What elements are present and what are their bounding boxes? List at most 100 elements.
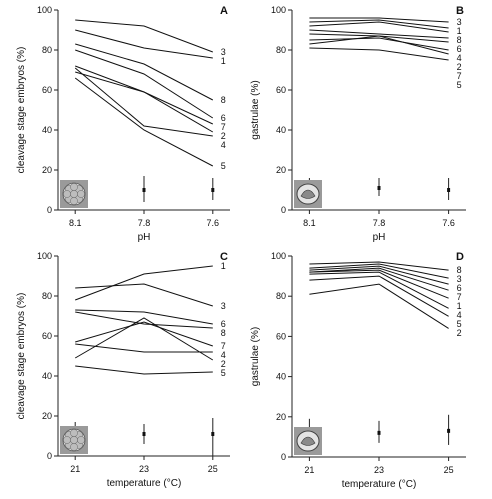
x-tick-label: 25 — [208, 464, 218, 474]
blastomere — [77, 436, 85, 444]
series-label: 4 — [221, 140, 226, 150]
series-line — [309, 263, 449, 279]
series-line — [309, 17, 449, 23]
x-tick-label: 8.1 — [69, 218, 82, 228]
series-line — [309, 37, 449, 51]
series-line — [75, 343, 213, 353]
y-tick-label: 20 — [276, 412, 286, 422]
blastomere — [63, 436, 71, 444]
x-axis-label: temperature (°C) — [342, 479, 417, 490]
series-label: 5 — [221, 161, 226, 171]
y-tick-label: 100 — [37, 251, 52, 261]
panel-a: 0 20 40 60 80 100 8.1 7.8 7.6 pH cleavage stage em… — [16, 5, 230, 243]
series-label: 6 — [221, 319, 226, 329]
series-line — [309, 19, 449, 29]
panel-label: D — [456, 251, 464, 263]
series-line — [75, 43, 214, 101]
panel-label: C — [220, 251, 228, 263]
panel-b: 0 20 40 60 80 100 8.1 7.8 7.6 pH gastrulae (%) B318… — [250, 5, 466, 243]
y-axis-label: cleavage stage embryos (%) — [16, 47, 27, 174]
x-tick-label: 21 — [70, 464, 80, 474]
blastomere — [70, 429, 78, 437]
y-tick-label: 20 — [42, 411, 52, 421]
series-line — [309, 29, 449, 39]
series-line — [75, 71, 214, 133]
series-label: 2 — [457, 62, 462, 72]
x-tick-label: 23 — [139, 464, 149, 474]
series-label: 8 — [457, 265, 462, 275]
series-label: 7 — [221, 122, 226, 132]
y-tick-label: 0 — [47, 205, 52, 215]
y-tick-label: 60 — [276, 331, 286, 341]
x-tick-label: 8.1 — [303, 218, 316, 228]
x-axis-label: pH — [373, 232, 386, 243]
series-label: 8 — [221, 328, 226, 338]
series-line — [74, 317, 214, 361]
error-marker — [377, 186, 381, 190]
y-axis-label: gastrulae (%) — [250, 80, 261, 139]
x-tick-label: 7.6 — [442, 218, 455, 228]
series-label: 5 — [221, 368, 226, 378]
y-tick-label: 100 — [37, 5, 52, 15]
series-line — [75, 29, 213, 59]
cleavage-embryo-icon — [60, 180, 88, 208]
y-tick-label: 60 — [276, 85, 286, 95]
x-tick-label: 25 — [444, 465, 454, 475]
series-label: 2 — [221, 131, 226, 141]
x-tick-label: 21 — [304, 465, 314, 475]
blastomere — [70, 443, 78, 451]
series-label: 8 — [221, 95, 226, 105]
series-label: 6 — [221, 113, 226, 123]
x-tick-label: 23 — [374, 465, 384, 475]
series-label: 3 — [221, 301, 226, 311]
series-label: 5 — [457, 80, 462, 90]
series-label: 4 — [457, 53, 462, 63]
series-line — [309, 269, 449, 299]
series-label: 6 — [457, 44, 462, 54]
series-label: 4 — [457, 310, 462, 320]
y-tick-label: 20 — [276, 165, 286, 175]
y-tick-label: 80 — [276, 45, 286, 55]
error-marker — [142, 432, 146, 436]
series-line — [309, 21, 449, 33]
x-tick-label: 7.8 — [373, 218, 386, 228]
series-line — [309, 271, 449, 309]
gastrula-invagination — [300, 189, 316, 199]
y-tick-label: 0 — [281, 452, 286, 462]
x-tick-label: 7.8 — [138, 218, 151, 228]
y-axis-label: cleavage stage embryos (%) — [16, 293, 27, 420]
series-label: 3 — [221, 47, 226, 57]
blastomere — [70, 197, 78, 205]
y-tick-label: 40 — [42, 371, 52, 381]
series-line — [75, 321, 213, 347]
series-label: 1 — [457, 301, 462, 311]
series-label: 2 — [457, 328, 462, 338]
gastrula-invagination — [300, 436, 316, 446]
series-label: 7 — [221, 341, 226, 351]
blastomere — [70, 190, 78, 198]
series-line — [309, 265, 449, 285]
error-marker — [377, 430, 381, 435]
y-tick-label: 80 — [276, 291, 286, 301]
gastrula-icon — [294, 180, 322, 208]
error-marker — [447, 428, 451, 433]
series-line — [75, 49, 214, 119]
y-tick-label: 80 — [42, 45, 52, 55]
series-line — [75, 19, 213, 53]
cleavage-embryo-icon — [60, 426, 88, 454]
series-label: 7 — [457, 71, 462, 81]
series-label: 3 — [457, 274, 462, 284]
series-line — [75, 283, 213, 307]
y-tick-label: 60 — [42, 331, 52, 341]
panel-label: A — [220, 5, 228, 17]
series-line — [309, 283, 449, 329]
x-tick-label: 7.6 — [207, 218, 220, 228]
series-line — [75, 309, 213, 325]
series-label: 3 — [457, 17, 462, 27]
gastrula-icon — [294, 427, 322, 455]
y-tick-label: 100 — [271, 251, 286, 261]
blastomere — [77, 190, 85, 198]
